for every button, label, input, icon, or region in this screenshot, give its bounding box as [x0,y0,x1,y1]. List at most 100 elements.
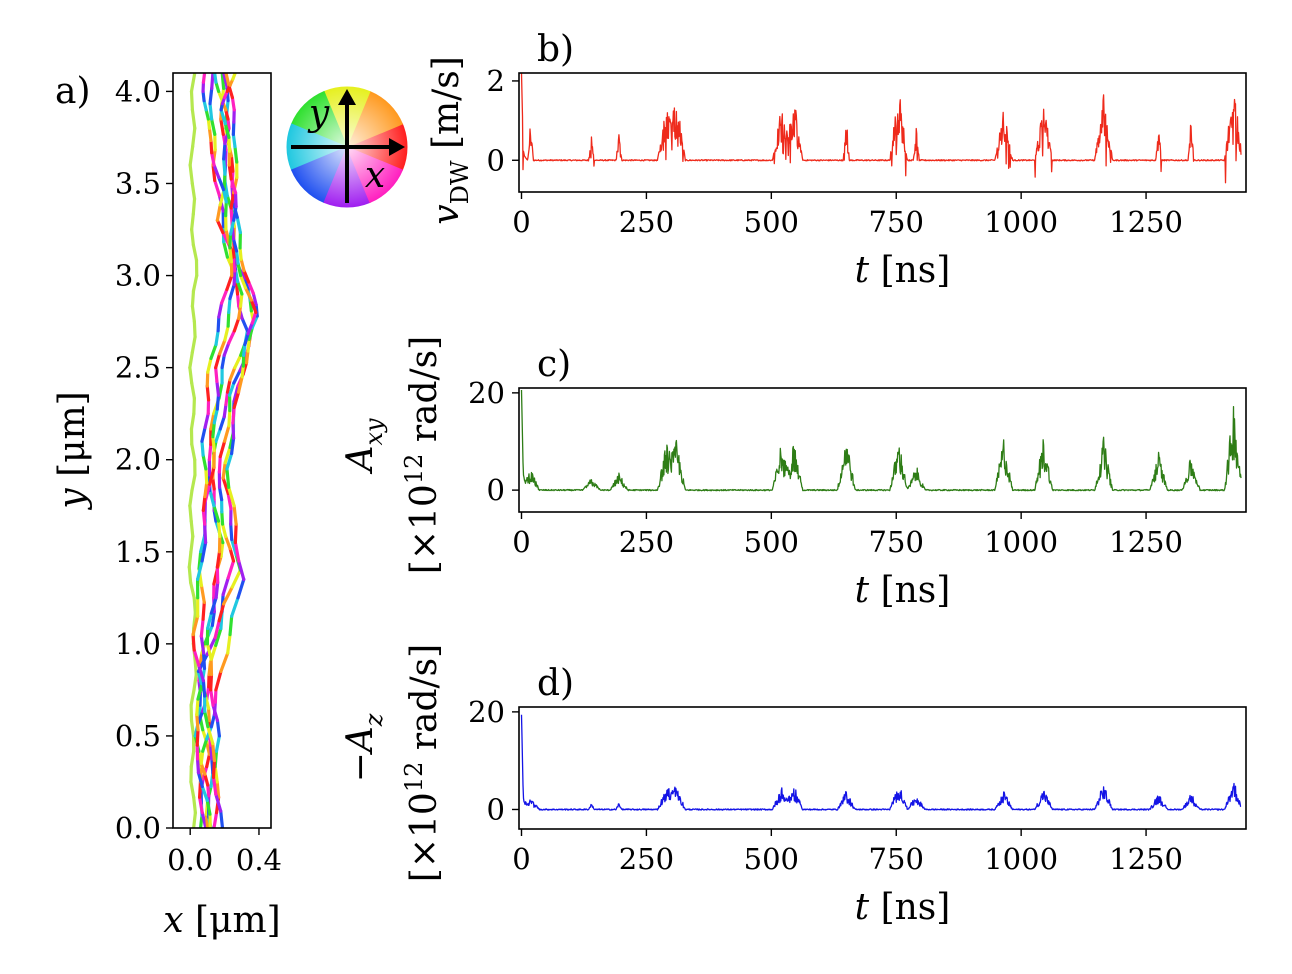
dw-trace-segment [209,343,218,361]
dw-trace-segment [232,384,240,403]
dw-trace-segment [220,73,226,90]
panel-label: b) [537,29,574,70]
dw-trace-segment [205,740,212,756]
dw-trace-segment [231,237,239,253]
x-tick-label: 500 [744,205,799,239]
series-panel-b [520,73,1242,184]
dw-trace-segment [212,407,219,425]
dw-trace-segment [213,178,222,198]
series-panel-c [520,389,1242,492]
dw-trace-segment [229,522,234,542]
dw-trace-segment [189,780,196,799]
dw-trace-segment [229,191,236,210]
dw-trace-segment [214,792,223,813]
dw-trace-segment [219,540,225,558]
dw-trace-segment [190,289,196,308]
dw-trace-segment [190,108,197,130]
dw-trace-segment [214,366,219,384]
y-tick-label: 0 [487,143,505,177]
dw-trace-segment [227,409,232,428]
dw-trace-segment [216,519,222,539]
y-arrow-head [338,89,356,105]
y-tick-label-a: 0.0 [115,811,161,845]
dw-trace-segment [228,366,237,382]
dw-trace-segment [206,623,214,637]
dw-trace-segment [228,381,236,397]
dw-trace-segment [228,547,236,563]
dw-trace-segment [205,752,212,769]
dw-trace-segment [188,163,194,186]
dw-trace-segment [211,421,216,439]
dw-trace-segment [230,568,242,589]
dw-trace-segment [189,73,197,94]
y-tick-label-a: 2.0 [115,443,161,477]
dw-trace-segment [228,232,233,250]
dw-trace-segment [236,280,244,296]
dw-trace-segment [250,310,258,325]
dw-trace-segment [209,743,214,761]
dw-trace-segment [213,619,221,640]
dw-trace-segment [223,445,232,465]
x-tick-label: 250 [619,205,674,239]
dw-trace-segment [224,227,231,245]
dw-trace-segment [210,73,215,90]
x-tick-label: 750 [869,842,924,876]
dw-trace-segment [228,246,234,264]
dw-trace-segment [235,215,242,235]
dw-trace-segment [188,488,194,508]
dw-trace-segment [200,784,209,802]
dw-trace-segment [231,421,236,440]
dw-trace-segment [193,657,198,677]
dw-trace-segment [229,154,235,173]
dw-trace-segment [188,366,194,385]
dw-trace-segment [206,706,211,723]
dw-trace-segment [225,378,232,394]
dw-trace-segment [209,596,218,615]
dw-trace-segment [219,287,229,305]
dw-trace-segment [222,424,231,443]
wheel-y-label: y [307,93,330,134]
dw-trace-segment [199,749,205,766]
dw-trace-segment [222,341,231,357]
dw-trace-segment [222,402,228,419]
y-tick-label: 2 [487,64,505,98]
dw-trace-segment [226,559,236,580]
dw-trace-segment [192,672,198,692]
dw-trace-segment [232,504,238,526]
dw-trace-segment [218,415,226,431]
dw-trace-segment [210,610,216,628]
dw-trace-segment [209,672,214,692]
dw-trace-segment [212,163,221,179]
panel-b: 0 250 500 750 1000 1250 0 2 b) t [ns] vDW [m/s] [426,29,1247,291]
dw-trace-segment [212,811,219,828]
x-tick-label: 250 [619,842,674,876]
dw-trace-segment [202,651,207,671]
dw-trace-segment [214,580,220,600]
x-tick-label: 500 [744,525,799,559]
y-axis-label-c-1: Axy [340,418,388,475]
dw-trace-segment [240,364,245,379]
y-axis-label-c-2: [×1012 rad/s] [400,336,445,574]
dw-trace-segment [231,132,237,149]
dw-trace-segment [215,393,221,411]
dw-trace-segment [206,725,215,746]
signal-line [520,714,1242,811]
dw-trace-segment [211,758,216,779]
dw-trace-segment [222,172,227,192]
colorwheel-legend: yx [286,86,408,208]
dw-trace-segment [230,537,238,557]
y-tick-label-a: 2.5 [115,351,161,385]
dw-trace-segment [191,243,199,262]
dw-trace-segment [217,485,224,502]
dw-trace-segment [242,343,247,357]
dw-trace-segment [228,218,236,236]
dw-trace-segment [204,812,210,828]
dw-trace-segment [222,141,227,161]
dw-trace-segment [217,602,226,623]
y-axis-label-d-1: −Az [340,713,388,782]
dw-trace-segment [209,712,217,729]
dw-trace-segment [230,596,240,618]
dw-trace-segment [240,316,249,333]
dw-trace-segment [214,626,223,647]
